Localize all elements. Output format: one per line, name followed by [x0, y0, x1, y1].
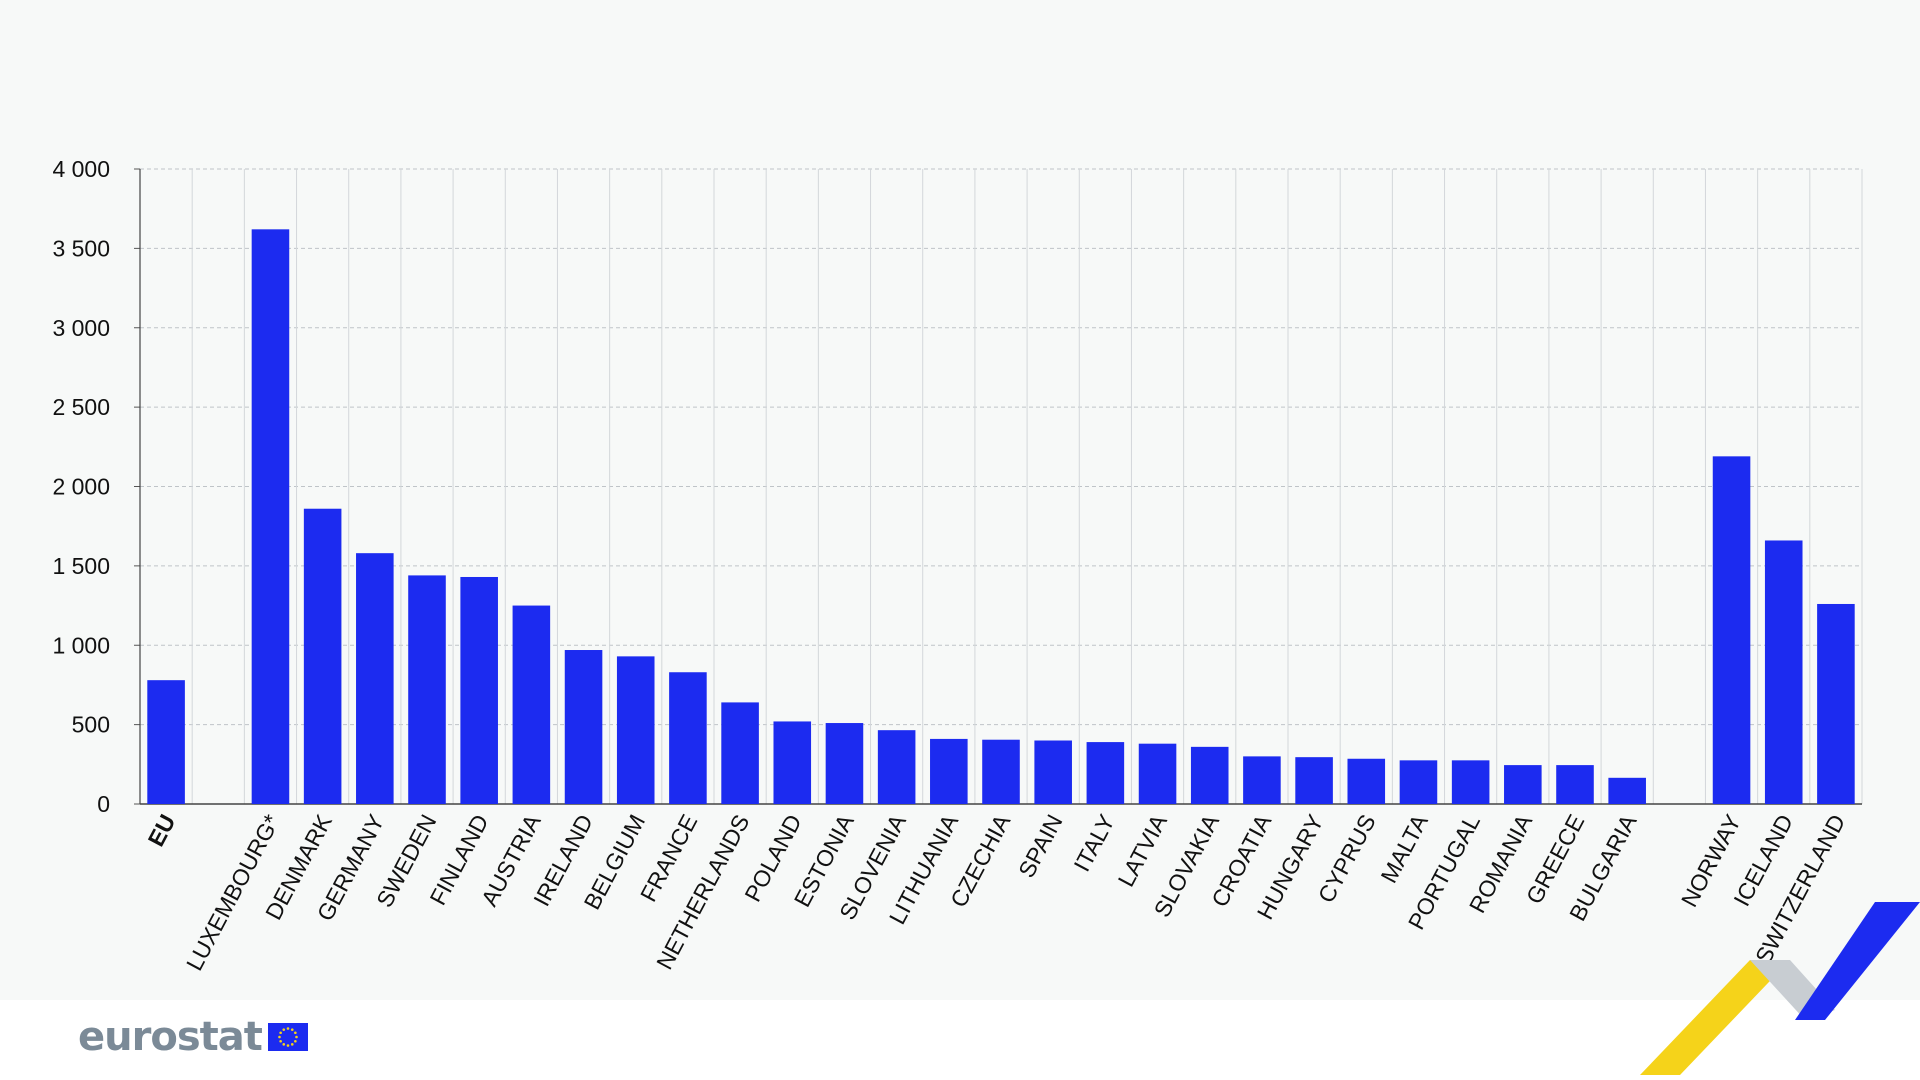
chart-area: 0 500 1 000 1 500 2 000 2 500 3 000 3 500 4 000 E… [52, 156, 1863, 975]
flag-star [293, 1031, 297, 1035]
bar [1608, 777, 1646, 804]
category-label: SPAIN [1013, 810, 1068, 882]
bar [356, 553, 394, 804]
bar [460, 576, 498, 804]
bar [303, 508, 342, 804]
flag-star [278, 1035, 281, 1039]
y-tick-label: 2 000 [52, 474, 110, 500]
bar [1451, 760, 1490, 804]
flag-star [279, 1039, 282, 1043]
bar-chart: 0 500 1 000 1 500 2 000 2 500 3 000 3 500 4 000 E… [52, 156, 1863, 975]
y-tick-label: 0 [97, 791, 110, 817]
bar [721, 702, 759, 804]
bar [825, 723, 864, 804]
bar [982, 739, 1020, 804]
eu-flag-icon [267, 1023, 308, 1051]
bar [616, 656, 655, 804]
eurostat-logo: eurostat [78, 1012, 308, 1062]
flag-star [295, 1035, 298, 1039]
bar [1764, 540, 1803, 804]
bar [564, 650, 603, 804]
y-tick-label: 3 500 [52, 235, 110, 261]
flag-star [290, 1028, 294, 1031]
y-tick-label: 1 000 [52, 632, 110, 658]
bar [147, 680, 185, 804]
y-tick-label: 4 000 [52, 156, 110, 182]
category-label: ITALY [1068, 810, 1119, 876]
category-label: MALTA [1376, 810, 1434, 887]
category-label: EU [143, 810, 181, 850]
category-label: LATVIA [1113, 810, 1173, 891]
bar [512, 605, 551, 804]
flag-star [282, 1028, 285, 1031]
footer-band [0, 1000, 1920, 1080]
bar [1190, 746, 1229, 804]
bar [1295, 757, 1333, 804]
y-tick-label: 1 500 [52, 553, 110, 579]
flag-star [286, 1027, 290, 1030]
ribbon-decoration-icon [1640, 902, 1920, 1075]
flag-star [286, 1044, 290, 1047]
bar [669, 672, 707, 804]
bar [1138, 743, 1177, 804]
bar [251, 229, 290, 804]
flag-star [279, 1031, 282, 1035]
bar [1347, 758, 1386, 804]
y-tick-label: 2 500 [52, 394, 110, 420]
bar [408, 575, 446, 804]
flag-star [282, 1043, 285, 1046]
bar [930, 738, 968, 804]
bar [1243, 756, 1281, 804]
y-tick-label: 3 000 [52, 315, 110, 341]
bar [1712, 456, 1751, 804]
bar [1817, 603, 1855, 804]
bar [1399, 760, 1438, 804]
flag-star [293, 1039, 297, 1043]
bar [1034, 740, 1072, 804]
flag-star [290, 1043, 294, 1046]
bar [877, 730, 916, 804]
bar [1086, 742, 1125, 804]
bar [773, 721, 812, 804]
bar [1504, 765, 1542, 804]
logo-text: eurostat [78, 1014, 263, 1060]
y-tick-label: 500 [72, 712, 110, 738]
bar [1556, 765, 1594, 804]
